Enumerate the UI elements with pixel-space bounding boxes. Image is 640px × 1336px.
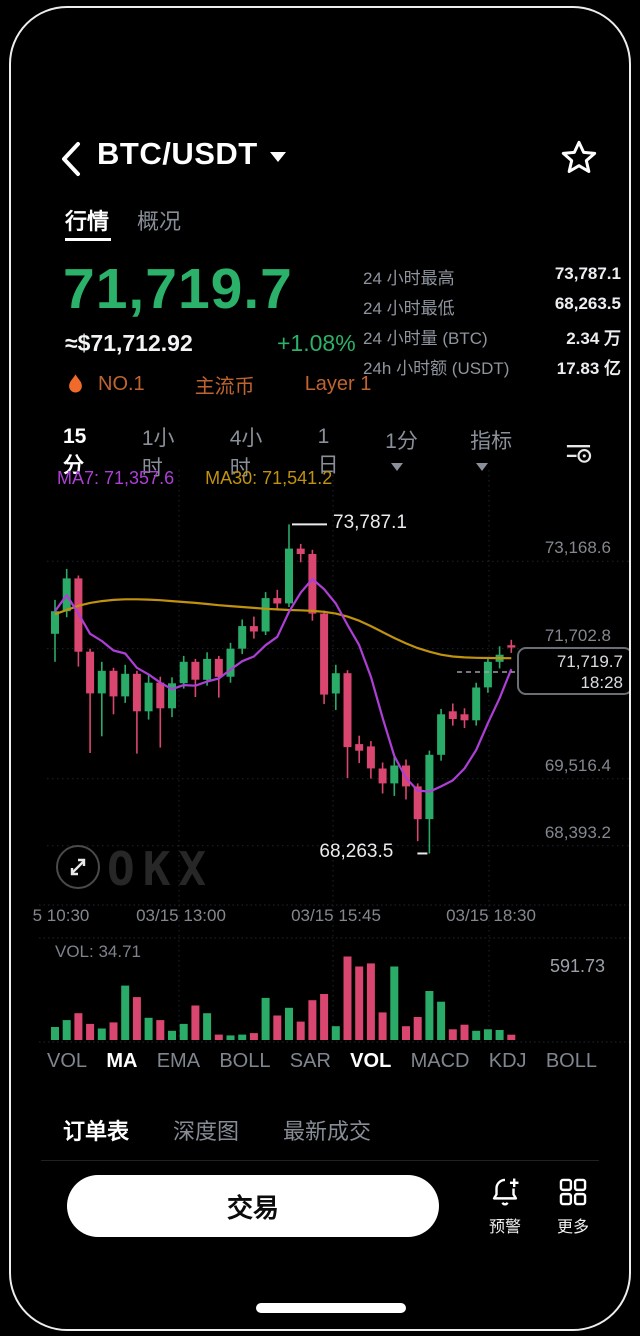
chevron-down-icon [269, 152, 286, 162]
y-axis-label: 68,393.2 [544, 822, 611, 842]
stat-row: 24 小时量 (BTC) 2.34 万 [363, 324, 621, 350]
indicator-dropdown[interactable]: 指标 [470, 425, 528, 479]
chevron-down-icon [476, 463, 489, 471]
y-axis-label: 71,702.8 [544, 625, 611, 645]
x-axis-label: 5 10:30 [32, 906, 90, 925]
volume-current-label: VOL: 34.71 [55, 942, 142, 961]
indicator-tab-vol-5[interactable]: VOL [350, 1050, 392, 1072]
bottom-tab-最新成交[interactable]: 最新成交 [283, 1119, 372, 1144]
high-annotation: 73,787.1 [333, 512, 407, 534]
stat-value: 68,263.5 [554, 294, 621, 313]
stat-row: 24h 小时额 (USDT) 17.83 亿 [363, 354, 621, 380]
interval-dropdown[interactable]: 1分 [385, 425, 434, 479]
current-time: 18:28 [580, 673, 623, 692]
candlestick-chart[interactable] [11, 8, 631, 1331]
bottom-tab-订单表[interactable]: 订单表 [63, 1119, 130, 1144]
alert-label: 预警 [488, 1219, 521, 1236]
divider-line [41, 1160, 599, 1161]
stat-value: 2.34 万 [566, 329, 621, 348]
flame-icon [69, 373, 82, 392]
pair-title: BTC/USDT [97, 136, 258, 171]
pair-title-dropdown[interactable]: BTC/USDT [97, 136, 286, 172]
trade-button[interactable]: 交易 [67, 1175, 439, 1237]
rank-badge[interactable]: NO.1 [98, 373, 145, 395]
stat-row: 24 小时最高 73,787.1 [363, 264, 621, 290]
current-price: 71,719.7 [556, 652, 623, 671]
x-axis-label: 03/15 13:00 [136, 906, 226, 925]
x-axis-label: 03/15 15:45 [291, 906, 381, 925]
okx-watermark: OKX [107, 842, 215, 896]
timeframe-4小时[interactable]: 4小时 [229, 427, 263, 480]
timeframe-1小时[interactable]: 1小时 [141, 427, 175, 480]
tab-overview[interactable]: 概况 [137, 209, 182, 234]
stat-value: 17.83 亿 [556, 359, 621, 378]
alert-action[interactable]: 预警 [473, 1175, 537, 1237]
timeframe-row: 15分 1小时 4小时 1日 1分 指标 [63, 422, 593, 482]
more-action[interactable]: 更多 [541, 1175, 605, 1237]
x-axis-label: 03/15 18:30 [446, 906, 536, 925]
last-price: 71,719.7 [63, 257, 293, 321]
home-indicator [256, 1303, 406, 1313]
back-icon[interactable] [59, 140, 83, 178]
current-price-tag: 71,719.7 18:28 [517, 647, 629, 695]
indicator-tab-kdj-7[interactable]: KDJ [488, 1050, 527, 1072]
ma-legend: MA7: 71,357.6 MA30: 71,541.2 [57, 468, 332, 489]
indicator-tab-ema-2[interactable]: EMA [156, 1050, 201, 1072]
bottom-tab-深度图[interactable]: 深度图 [173, 1119, 240, 1144]
indicator-tab-boll-8[interactable]: BOLL [545, 1050, 597, 1072]
stat-value: 73,787.1 [554, 264, 621, 283]
indicator-tab-ma-1[interactable]: MA [106, 1050, 138, 1072]
grid-more-icon [559, 1178, 587, 1206]
indicator-tab-boll-3[interactable]: BOLL [219, 1050, 271, 1072]
ma30-legend: MA30: 71,541.2 [205, 468, 333, 488]
tab-active-underline [65, 238, 111, 241]
stat-row: 24 小时最低 68,263.5 [363, 294, 621, 320]
fullscreen-expand-icon[interactable] [55, 844, 101, 890]
y-axis-label: 73,168.6 [544, 538, 611, 558]
y-axis-label: 69,516.4 [544, 755, 611, 775]
more-label: 更多 [556, 1219, 589, 1236]
layer-badge[interactable]: Layer 1 [304, 373, 372, 395]
stat-label: 24 小时最高 [363, 269, 455, 288]
bottom-tabs-row: 订单表 深度图 最新成交 [63, 1114, 371, 1146]
favorite-star-icon[interactable] [559, 138, 599, 178]
timeframe-15分[interactable]: 15分 [63, 425, 87, 477]
app-screen: BTC/USDT 行情 概况 71,719.7 ≈$71,712.92 +1.0… [9, 6, 631, 1331]
stat-label: 24h 小时额 (USDT) [363, 359, 510, 378]
low-annotation: 68,263.5 [319, 841, 394, 863]
badges-row: NO.1 主流币 Layer 1 [67, 370, 371, 399]
stat-label: 24 小时最低 [363, 299, 455, 318]
indicator-tab-vol-0[interactable]: VOL [47, 1050, 88, 1072]
tab-market[interactable]: 行情 [65, 209, 110, 234]
indicator-tab-sar-4[interactable]: SAR [289, 1050, 331, 1072]
stat-label: 24 小时量 (BTC) [363, 329, 488, 348]
indicator-tab-macd-6[interactable]: MACD [410, 1050, 470, 1072]
chart-settings-icon[interactable] [564, 438, 593, 466]
chevron-down-icon [391, 463, 404, 471]
indicator-tabs-row: VOL MA EMA BOLL SAR VOL MACD KDJ BOLL [47, 1050, 597, 1073]
category-badge[interactable]: 主流币 [194, 376, 255, 398]
ma7-legend: MA7: 71,357.6 [57, 468, 175, 488]
usd-price: ≈$71,712.92 [65, 330, 193, 356]
bell-plus-icon [492, 1178, 519, 1206]
volume-axis-max: 591.73 [549, 956, 605, 976]
price-change: +1.08% [277, 330, 356, 356]
